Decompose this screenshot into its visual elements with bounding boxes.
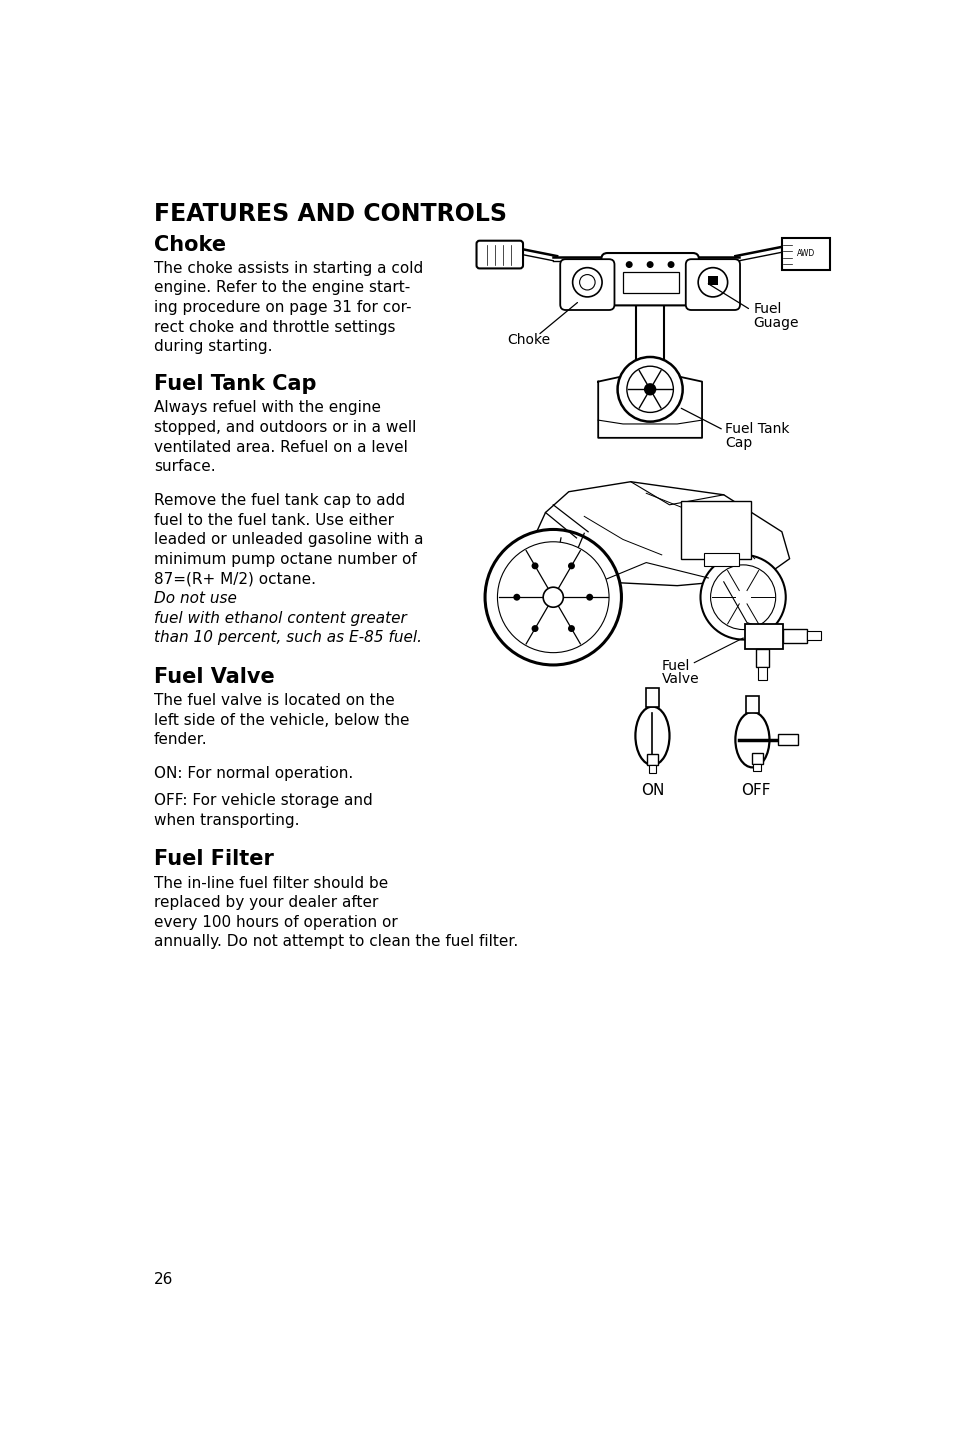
Text: Choke: Choke	[506, 333, 549, 348]
Text: surface.: surface.	[154, 459, 215, 474]
Text: ON: ON	[640, 782, 663, 798]
Text: engine. Refer to the engine start-: engine. Refer to the engine start-	[154, 281, 410, 295]
Text: OFF: OFF	[740, 782, 770, 798]
Text: The choke assists in starting a cold: The choke assists in starting a cold	[154, 260, 423, 276]
Circle shape	[497, 542, 608, 653]
Bar	[781, 237, 829, 270]
Circle shape	[698, 268, 727, 297]
Bar	[622, 272, 679, 294]
Text: 87=(R+ M/2) octane.: 87=(R+ M/2) octane.	[154, 571, 315, 586]
Bar	[472, 710, 841, 808]
Circle shape	[531, 563, 537, 570]
Circle shape	[646, 262, 653, 268]
Text: fuel with ethanol content greater: fuel with ethanol content greater	[154, 611, 406, 625]
Circle shape	[567, 563, 575, 570]
Text: Remove the fuel tank cap to add: Remove the fuel tank cap to add	[154, 493, 405, 507]
Circle shape	[572, 268, 601, 297]
Circle shape	[626, 366, 673, 413]
Text: The fuel valve is located on the: The fuel valve is located on the	[154, 694, 395, 708]
Circle shape	[531, 625, 537, 632]
Bar	[703, 553, 739, 567]
Bar	[472, 458, 841, 712]
Text: when transporting.: when transporting.	[154, 813, 299, 827]
Text: left side of the vehicle, below the: left side of the vehicle, below the	[154, 712, 409, 727]
Circle shape	[585, 593, 593, 601]
Circle shape	[542, 587, 562, 608]
Circle shape	[667, 262, 674, 268]
FancyBboxPatch shape	[685, 259, 740, 310]
Text: Choke: Choke	[154, 234, 226, 254]
Text: FEATURES AND CONTROLS: FEATURES AND CONTROLS	[154, 202, 507, 227]
Text: during starting.: during starting.	[154, 339, 273, 355]
Text: Fuel Tank Cap: Fuel Tank Cap	[154, 374, 316, 394]
Bar	[753, 763, 760, 771]
Text: ing procedure on page 31 for cor-: ing procedure on page 31 for cor-	[154, 300, 411, 316]
Bar	[806, 631, 821, 640]
Circle shape	[710, 564, 775, 630]
Text: than 10 percent, such as E-85 fuel.: than 10 percent, such as E-85 fuel.	[154, 631, 421, 646]
Polygon shape	[534, 481, 789, 586]
Text: 26: 26	[154, 1272, 173, 1287]
Text: annually. Do not attempt to clean the fuel filter.: annually. Do not attempt to clean the fu…	[154, 935, 517, 949]
Bar	[757, 667, 766, 679]
Bar	[646, 755, 658, 765]
Circle shape	[643, 384, 656, 395]
Text: Fuel: Fuel	[661, 659, 689, 673]
Text: fuel to the fuel tank. Use either: fuel to the fuel tank. Use either	[154, 512, 394, 528]
Bar	[472, 201, 841, 458]
FancyBboxPatch shape	[559, 259, 614, 310]
Bar	[781, 628, 806, 643]
Text: leaded or unleaded gasoline with a: leaded or unleaded gasoline with a	[154, 532, 423, 547]
Bar	[756, 648, 768, 667]
Text: The in-line fuel filter should be: The in-line fuel filter should be	[154, 875, 388, 890]
Circle shape	[617, 358, 682, 422]
Text: replaced by your dealer after: replaced by your dealer after	[154, 896, 378, 910]
Bar	[745, 696, 758, 712]
Text: Guage: Guage	[753, 316, 798, 330]
Bar	[645, 688, 658, 707]
Circle shape	[513, 593, 519, 601]
Text: OFF: For vehicle storage and: OFF: For vehicle storage and	[154, 794, 373, 808]
Text: Always refuel with the engine: Always refuel with the engine	[154, 400, 381, 416]
Bar	[751, 753, 761, 763]
Circle shape	[484, 529, 620, 664]
Bar	[778, 734, 798, 744]
Circle shape	[625, 262, 632, 268]
Text: Fuel Valve: Fuel Valve	[154, 667, 274, 686]
Bar	[744, 624, 781, 648]
Text: Fuel Tank: Fuel Tank	[724, 423, 789, 436]
FancyBboxPatch shape	[476, 241, 522, 269]
Ellipse shape	[735, 712, 769, 768]
Text: fender.: fender.	[154, 733, 208, 747]
Text: Fuel Filter: Fuel Filter	[154, 849, 274, 869]
Bar	[680, 502, 750, 558]
Text: ON: For normal operation.: ON: For normal operation.	[154, 766, 353, 781]
Text: AWD: AWD	[796, 249, 814, 259]
Ellipse shape	[635, 707, 669, 765]
Circle shape	[579, 275, 595, 289]
Text: Fuel: Fuel	[753, 302, 781, 317]
Text: every 100 hours of operation or: every 100 hours of operation or	[154, 915, 397, 931]
Text: ventilated area. Refuel on a level: ventilated area. Refuel on a level	[154, 439, 408, 455]
Circle shape	[700, 555, 785, 640]
FancyBboxPatch shape	[600, 253, 699, 305]
Text: Do not use: Do not use	[154, 590, 236, 606]
Text: Valve: Valve	[661, 672, 699, 686]
Text: stopped, and outdoors or in a well: stopped, and outdoors or in a well	[154, 420, 416, 435]
Text: rect choke and throttle settings: rect choke and throttle settings	[154, 320, 395, 334]
Text: minimum pump octane number of: minimum pump octane number of	[154, 551, 416, 567]
Bar	[648, 765, 656, 772]
Polygon shape	[598, 377, 701, 438]
Text: Cap: Cap	[724, 436, 752, 451]
Bar	[707, 276, 717, 285]
Circle shape	[567, 625, 575, 632]
